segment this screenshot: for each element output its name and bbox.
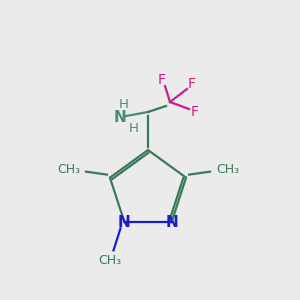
Text: N: N bbox=[165, 215, 178, 230]
Text: CH₃: CH₃ bbox=[98, 254, 121, 267]
Text: CH₃: CH₃ bbox=[57, 163, 80, 176]
Text: N: N bbox=[118, 215, 131, 230]
Text: H: H bbox=[129, 122, 139, 134]
Text: F: F bbox=[158, 73, 166, 87]
Text: H: H bbox=[119, 98, 129, 110]
Text: CH₃: CH₃ bbox=[216, 163, 239, 176]
Text: F: F bbox=[188, 77, 196, 91]
Text: N: N bbox=[114, 110, 126, 125]
Text: F: F bbox=[191, 105, 199, 119]
